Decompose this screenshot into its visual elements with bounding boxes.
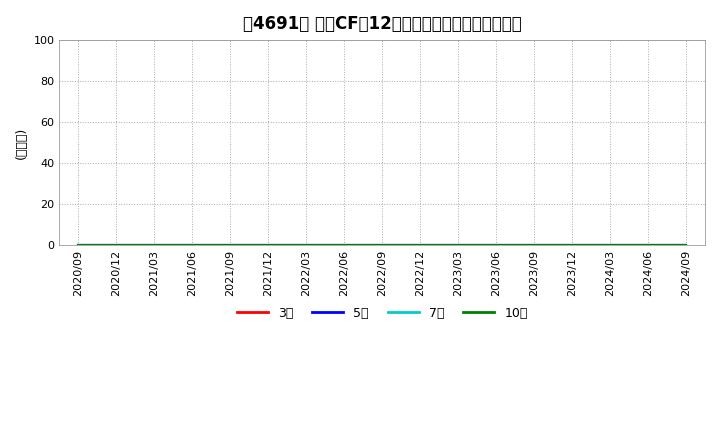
Title: 、4691】 投賄CFだ12か月移動合計の平均値の推移: 、4691】 投賄CFだ12か月移動合計の平均値の推移	[243, 15, 521, 33]
Y-axis label: (百万円): (百万円)	[15, 126, 28, 159]
Legend: 3年, 5年, 7年, 10年: 3年, 5年, 7年, 10年	[232, 302, 533, 325]
